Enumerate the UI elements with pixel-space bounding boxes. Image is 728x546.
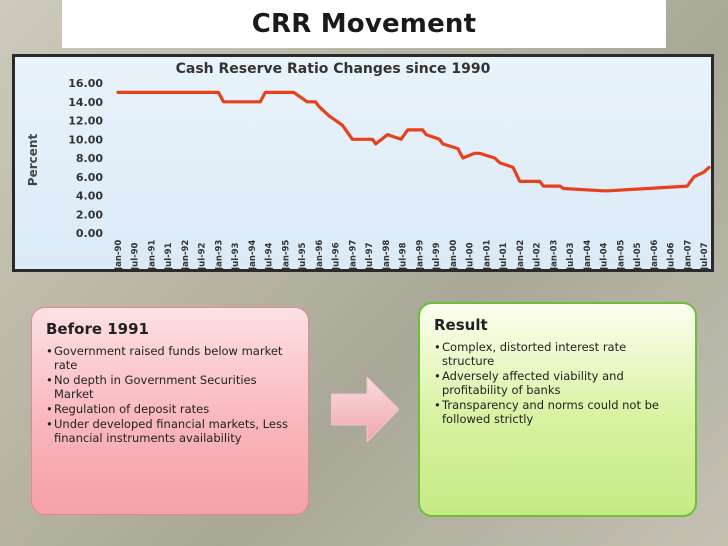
result-list: •Complex, distorted interest rate struct…: [434, 340, 681, 426]
x-tick-label: Jan-00: [449, 240, 459, 269]
x-tick-label: Jan-07: [683, 240, 693, 269]
result-heading: Result: [434, 316, 488, 334]
x-tick-label: Jul-95: [298, 242, 308, 269]
chart-area: Cash Reserve Ratio Changes since 1990 Pe…: [15, 57, 711, 269]
x-tick-label: Jul-97: [365, 242, 375, 269]
x-tick-label: Jul-92: [198, 242, 208, 269]
list-item-text: Government raised funds below market rat…: [54, 344, 283, 372]
x-tick-label: Jan-93: [214, 240, 224, 269]
x-tick-label: Jul-06: [667, 242, 677, 269]
x-tick-label: Jan-90: [114, 240, 124, 269]
x-tick-label: Jan-99: [415, 240, 425, 269]
before-1991-panel: Before 1991 •Government raised funds bel…: [31, 307, 309, 515]
list-item-text: Under developed financial markets, Less …: [54, 417, 288, 445]
list-item: •No depth in Government Securities Marke…: [46, 373, 294, 401]
list-item-text: Adversely affected viability and profita…: [442, 369, 624, 397]
x-tick-label: Jan-02: [516, 240, 526, 269]
right-arrow-icon: [331, 377, 399, 442]
x-tick-label: Jul-01: [499, 242, 509, 269]
y-tick-label: 4.00: [76, 190, 103, 203]
y-tick-label: 10.00: [68, 133, 103, 146]
bullet-icon: •: [46, 417, 53, 431]
bullet-icon: •: [434, 398, 441, 412]
list-item: •Government raised funds below market ra…: [46, 344, 294, 372]
slide-title: CRR Movement: [251, 9, 477, 39]
y-tick-label: 2.00: [76, 208, 103, 221]
list-item-text: Complex, distorted interest rate structu…: [442, 340, 627, 368]
series-line-crr: [116, 90, 711, 193]
x-tick-label: Jul-04: [600, 242, 610, 269]
x-tick-label: Jan-92: [181, 240, 191, 269]
x-tick-label: Jul-07: [700, 242, 710, 269]
list-item: •Complex, distorted interest rate struct…: [434, 340, 681, 368]
y-tick-label: 8.00: [76, 152, 103, 165]
x-tick-label: Jul-90: [131, 242, 141, 269]
y-tick-label: 0.00: [76, 227, 103, 240]
x-tick-label: Jul-02: [533, 242, 543, 269]
x-tick-label: Jan-04: [583, 240, 593, 269]
list-item-text: Regulation of deposit rates: [54, 402, 210, 416]
y-tick-label: 14.00: [68, 96, 103, 109]
x-tick-label: Jan-96: [315, 240, 325, 269]
y-tick-label: 16.00: [68, 77, 103, 90]
list-item: •Under developed financial markets, Less…: [46, 417, 294, 445]
x-tick-label: Jan-95: [281, 240, 291, 269]
list-item: •Regulation of deposit rates: [46, 402, 294, 416]
x-tick-label: Jan-05: [616, 240, 626, 269]
x-tick-label: Jan-01: [482, 240, 492, 269]
x-tick-label: Jul-93: [231, 242, 241, 269]
bullet-icon: •: [46, 402, 53, 416]
x-tick-label: Jul-99: [432, 242, 442, 269]
y-axis-ticks: 16.00 14.00 12.00 10.00 8.00 6.00 4.00 2.00 0.00: [68, 77, 103, 240]
x-tick-label: Jul-94: [265, 242, 275, 269]
list-item-text: Transparency and norms could not be foll…: [442, 398, 660, 426]
before-1991-list: •Government raised funds below market ra…: [46, 344, 294, 445]
x-tick-label: Jul-96: [332, 242, 342, 269]
x-axis-ticks: Jan-90 Jul-90 Jan-91 Jul-91 Jan-92 Jul-92 Jan-…: [114, 240, 710, 269]
bullet-icon: •: [46, 373, 53, 387]
chart-frame: Cash Reserve Ratio Changes since 1990 Pe…: [12, 54, 714, 272]
result-panel: Result •Complex, distorted interest rate…: [418, 302, 697, 517]
x-tick-label: Jul-05: [633, 242, 643, 269]
x-tick-label: Jan-91: [147, 240, 157, 269]
bullet-icon: •: [434, 369, 441, 383]
x-tick-label: Jul-00: [466, 242, 476, 269]
x-tick-label: Jan-94: [248, 240, 258, 269]
before-1991-heading: Before 1991: [46, 320, 149, 338]
y-tick-label: 12.00: [68, 115, 103, 128]
bullet-icon: •: [434, 340, 441, 354]
crr-line-chart: Cash Reserve Ratio Changes since 1990 Pe…: [26, 61, 711, 269]
list-item: •Adversely affected viability and profit…: [434, 369, 681, 397]
x-tick-label: Jan-06: [650, 240, 660, 269]
x-tick-label: Jan-98: [382, 240, 392, 269]
list-item-text: No depth in Government Securities Market: [54, 373, 257, 401]
x-tick-label: Jan-97: [348, 240, 358, 269]
y-tick-label: 6.00: [76, 171, 103, 184]
x-tick-label: Jul-03: [566, 242, 576, 269]
x-tick-label: Jul-91: [164, 242, 174, 269]
list-item: •Transparency and norms could not be fol…: [434, 398, 681, 426]
y-axis-label: Percent: [26, 134, 40, 187]
title-bar: CRR Movement: [62, 0, 666, 48]
chart-title: Cash Reserve Ratio Changes since 1990: [176, 61, 491, 77]
x-tick-label: Jan-03: [549, 240, 559, 269]
bullet-icon: •: [46, 344, 53, 358]
x-tick-label: Jul-98: [399, 242, 409, 269]
